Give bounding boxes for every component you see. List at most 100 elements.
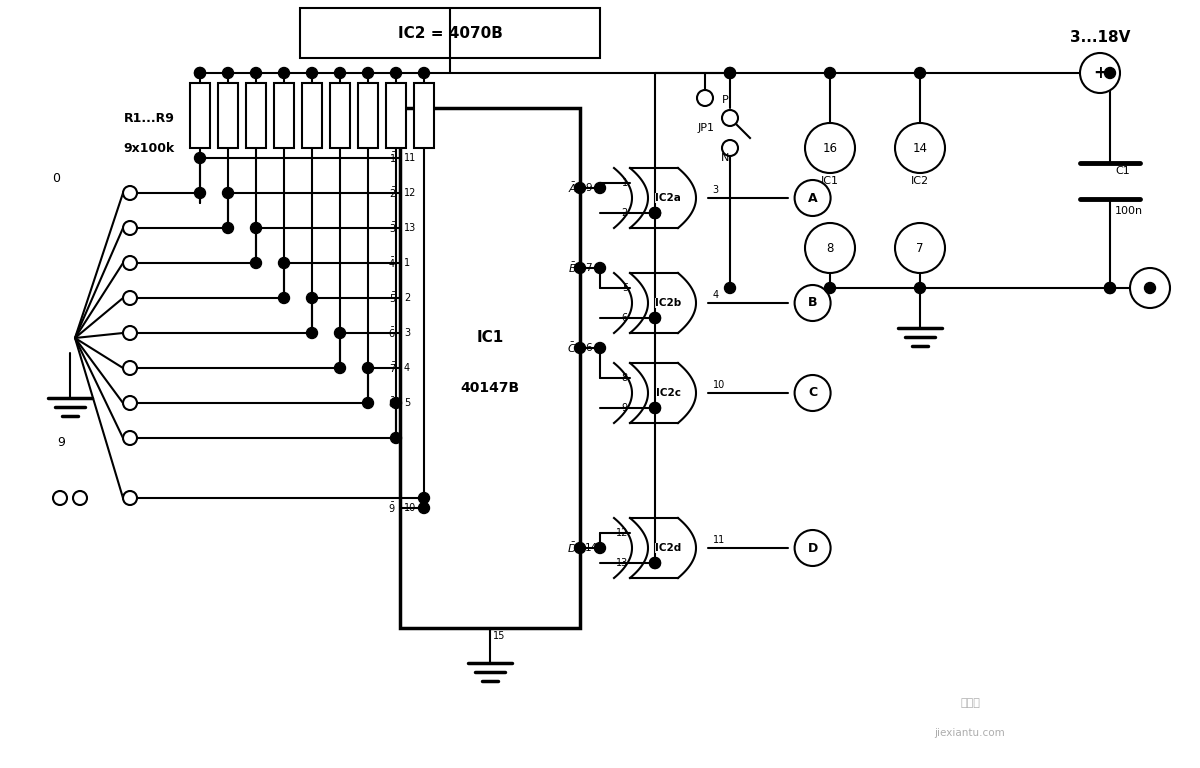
Text: P: P: [721, 95, 728, 105]
Text: 12: 12: [616, 528, 628, 538]
Text: IC2: IC2: [911, 176, 929, 186]
Circle shape: [306, 293, 318, 303]
Text: jiexiantu.com: jiexiantu.com: [935, 728, 1006, 738]
Text: IC2d: IC2d: [655, 543, 682, 553]
Text: R1...R9: R1...R9: [124, 111, 175, 124]
Circle shape: [278, 293, 289, 303]
Circle shape: [251, 223, 262, 233]
Text: 2: 2: [622, 208, 628, 218]
Circle shape: [649, 402, 660, 413]
Text: 9: 9: [58, 436, 65, 449]
Circle shape: [805, 223, 854, 273]
Text: 6: 6: [586, 343, 592, 353]
Circle shape: [725, 68, 736, 78]
Text: 10: 10: [404, 503, 416, 513]
Circle shape: [390, 398, 402, 409]
Text: $\bar{7}$: $\bar{7}$: [389, 361, 396, 375]
Text: D: D: [808, 541, 817, 554]
Text: 100n: 100n: [1115, 206, 1144, 216]
Text: 2: 2: [404, 293, 410, 303]
Circle shape: [124, 396, 137, 410]
Circle shape: [278, 257, 289, 269]
Text: B: B: [808, 296, 817, 310]
Text: 3...18V: 3...18V: [1070, 30, 1130, 45]
Text: $\bar{5}$: $\bar{5}$: [389, 291, 396, 305]
Circle shape: [419, 492, 430, 504]
Circle shape: [390, 68, 402, 78]
Text: 11: 11: [404, 153, 416, 163]
Circle shape: [794, 285, 830, 321]
Circle shape: [362, 362, 373, 373]
Circle shape: [251, 257, 262, 269]
Circle shape: [124, 291, 137, 305]
Circle shape: [1104, 283, 1116, 293]
FancyBboxPatch shape: [400, 108, 580, 628]
Circle shape: [649, 313, 660, 323]
Circle shape: [594, 263, 606, 273]
Circle shape: [1104, 68, 1116, 78]
Text: 4: 4: [404, 363, 410, 373]
Circle shape: [649, 313, 660, 323]
Circle shape: [1130, 268, 1170, 308]
Text: $\bar{3}$: $\bar{3}$: [389, 221, 396, 235]
Circle shape: [335, 362, 346, 373]
Text: 0: 0: [52, 171, 60, 184]
Text: $\bar{2}$: $\bar{2}$: [389, 186, 396, 200]
Text: 14: 14: [912, 141, 928, 154]
Text: 9: 9: [622, 403, 628, 413]
FancyBboxPatch shape: [302, 83, 322, 148]
Circle shape: [53, 491, 67, 505]
Text: 11: 11: [713, 535, 725, 545]
Text: 4: 4: [713, 290, 719, 300]
Circle shape: [362, 398, 373, 409]
Circle shape: [335, 68, 346, 78]
Circle shape: [124, 361, 137, 375]
Text: $\bar{C}$: $\bar{C}$: [568, 341, 577, 355]
Circle shape: [725, 68, 736, 78]
Text: 12: 12: [404, 188, 416, 198]
Circle shape: [251, 68, 262, 78]
FancyBboxPatch shape: [246, 83, 266, 148]
Circle shape: [914, 283, 925, 293]
Text: $\bar{4}$: $\bar{4}$: [389, 256, 396, 270]
Text: $\bar{B}$: $\bar{B}$: [568, 261, 577, 275]
Text: $\bar{6}$: $\bar{6}$: [389, 326, 396, 340]
Circle shape: [722, 110, 738, 126]
FancyBboxPatch shape: [190, 83, 210, 148]
Text: 8: 8: [827, 241, 834, 254]
Text: IC2b: IC2b: [655, 298, 682, 308]
Text: 16: 16: [822, 141, 838, 154]
Text: 5: 5: [404, 398, 410, 408]
Circle shape: [194, 187, 205, 198]
Circle shape: [222, 223, 234, 233]
Circle shape: [594, 183, 606, 194]
Text: 9x100k: 9x100k: [124, 141, 175, 154]
Circle shape: [335, 327, 346, 339]
Text: 13: 13: [404, 223, 416, 233]
FancyBboxPatch shape: [300, 8, 600, 58]
Circle shape: [1080, 53, 1120, 93]
Text: IC2 = 4070B: IC2 = 4070B: [397, 25, 503, 41]
Text: $\bar{8}$: $\bar{8}$: [389, 396, 396, 410]
Text: 3: 3: [713, 185, 719, 195]
Circle shape: [124, 431, 137, 445]
FancyBboxPatch shape: [386, 83, 406, 148]
Circle shape: [794, 375, 830, 411]
Circle shape: [278, 68, 289, 78]
Circle shape: [794, 530, 830, 566]
Text: 5: 5: [622, 283, 628, 293]
Text: 9: 9: [586, 183, 592, 193]
Circle shape: [794, 180, 830, 216]
Circle shape: [722, 140, 738, 156]
Circle shape: [362, 68, 373, 78]
Circle shape: [419, 68, 430, 78]
Circle shape: [805, 123, 854, 173]
Circle shape: [895, 123, 946, 173]
Circle shape: [575, 542, 586, 554]
Text: 6: 6: [622, 313, 628, 323]
Circle shape: [73, 491, 88, 505]
Text: 15: 15: [493, 631, 505, 641]
Circle shape: [824, 68, 835, 78]
Circle shape: [594, 343, 606, 353]
Text: IC1: IC1: [821, 176, 839, 186]
